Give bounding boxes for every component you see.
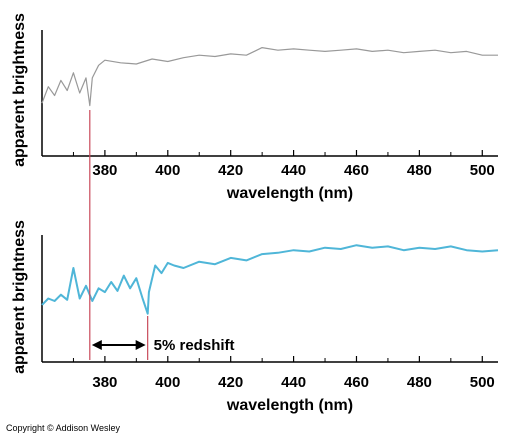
x-tick-label: 480 — [407, 374, 432, 391]
x-tick-label: 460 — [344, 162, 369, 179]
x-tick-label: 440 — [281, 162, 306, 179]
y-axis-label: apparent brightness — [11, 13, 28, 167]
y-axis-label: apparent brightness — [11, 220, 28, 374]
x-tick-labels: 380 400 420 440 460 480 500 — [92, 162, 494, 179]
x-tick-label: 400 — [155, 162, 180, 179]
spectrum-series-line — [42, 245, 498, 314]
redshift-annotation: 5% redshift — [92, 337, 235, 354]
spectrum-series-line — [42, 48, 498, 106]
x-tick-label: 400 — [155, 374, 180, 391]
x-axis-label: wavelength (nm) — [226, 185, 353, 202]
x-tick-label: 500 — [470, 374, 495, 391]
x-tick-label: 500 — [470, 162, 495, 179]
x-tick-label: 460 — [344, 374, 369, 391]
redshift-arrow-head-left — [92, 340, 102, 350]
x-tick-labels: 380 400 420 440 460 480 500 — [92, 374, 494, 391]
redshift-arrow-head-right — [136, 340, 146, 350]
rest-wavelength-markers — [90, 110, 148, 360]
bottom-spectrum-chart: 380 400 420 440 460 480 500 wavelength (nm) appa… — [11, 220, 498, 414]
copyright-notice: Copyright © Addison Wesley — [6, 423, 121, 433]
x-axis-label: wavelength (nm) — [226, 397, 353, 414]
redshift-label: 5% redshift — [154, 337, 235, 354]
x-tick-label: 420 — [218, 374, 243, 391]
x-tick-label: 440 — [281, 374, 306, 391]
top-spectrum-chart: 380 400 420 440 460 480 500 wavelength (nm) appa… — [11, 13, 498, 202]
x-tick-label: 380 — [92, 374, 117, 391]
x-tick-label: 420 — [218, 162, 243, 179]
x-tick-label: 380 — [92, 162, 117, 179]
x-tick-label: 480 — [407, 162, 432, 179]
